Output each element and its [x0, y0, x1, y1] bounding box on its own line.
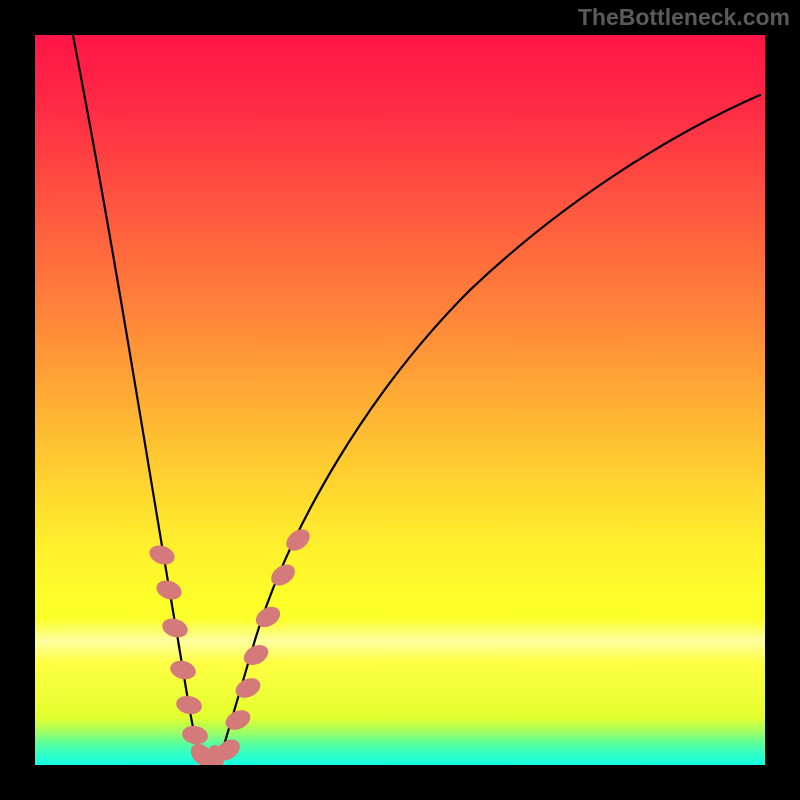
chart-container: TheBottleneck.com: [0, 0, 800, 800]
watermark-text: TheBottleneck.com: [578, 4, 790, 31]
gradient-plot-area: [35, 35, 765, 765]
bottleneck-chart: [0, 0, 800, 800]
